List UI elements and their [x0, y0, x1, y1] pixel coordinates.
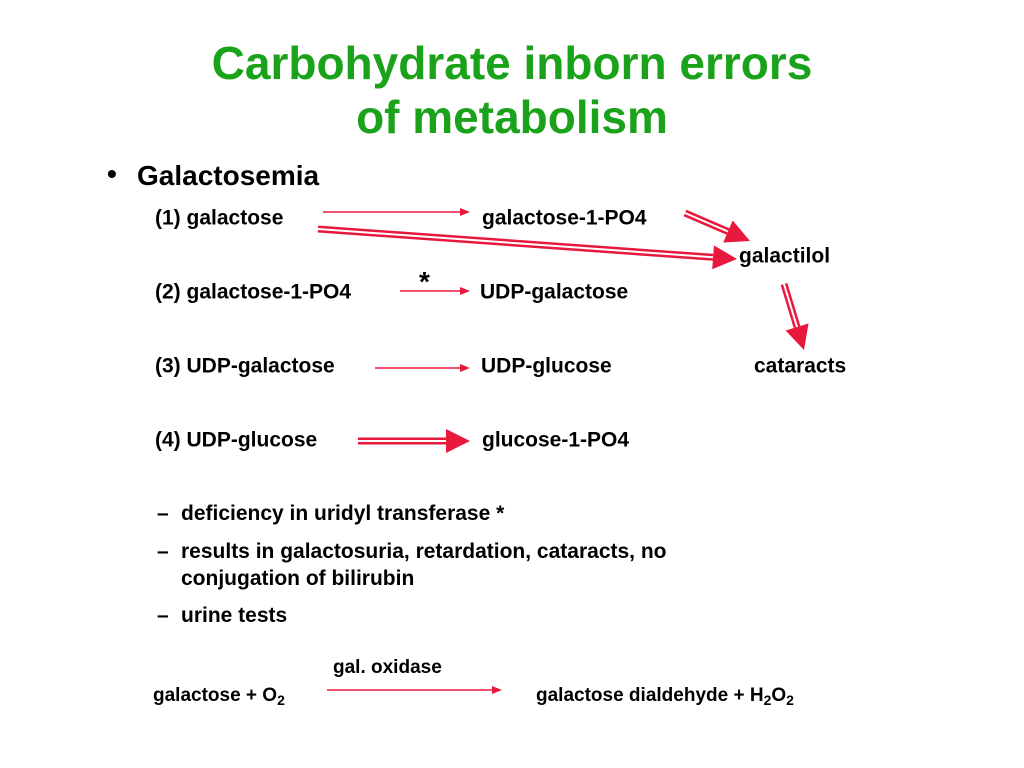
arrow-part	[783, 283, 798, 328]
eq-text: galactose dialdehyde + H	[536, 685, 764, 706]
eq-text: O	[771, 685, 787, 706]
title-line: of metabolism	[356, 91, 668, 143]
reaction-left: (1) galactose	[155, 206, 284, 230]
reaction-left: (4) UDP-glucose	[155, 428, 318, 452]
side-product: cataracts	[754, 354, 847, 378]
arrow-part	[460, 208, 470, 216]
dash: –	[157, 540, 169, 563]
enzyme: gal. oxidase	[333, 657, 442, 678]
arrow-part	[684, 212, 729, 233]
eq-text: galactose + O	[153, 685, 278, 706]
arrow-part	[446, 429, 470, 453]
arrow-part	[460, 364, 470, 372]
side-product: galactilol	[739, 244, 831, 268]
equation-right: galactose dialdehyde + H2O2	[536, 685, 794, 708]
arrow-part	[492, 686, 502, 694]
sub-bullet: deficiency in uridyl transferase *	[181, 502, 505, 525]
sub-bullet: urine tests	[181, 604, 288, 627]
eq-sub: 2	[786, 692, 794, 708]
arrow-part	[317, 228, 714, 259]
equation-left: galactose + O2	[153, 685, 285, 708]
arrow-part	[712, 245, 737, 270]
eq-sub: 2	[277, 692, 285, 708]
bullet-text: Galactosemia	[137, 160, 320, 191]
sub-bullet: results in galactosuria, retardation, ca…	[181, 540, 667, 590]
arrow-part	[460, 287, 470, 295]
reaction-right: UDP-glucose	[481, 354, 612, 378]
dash: –	[157, 604, 169, 627]
reaction-left: (2) galactose-1-PO4	[155, 280, 352, 304]
reaction-right: UDP-galactose	[480, 280, 629, 304]
reaction-right: galactose-1-PO4	[482, 206, 647, 230]
reaction-right: glucose-1-PO4	[482, 428, 630, 452]
reaction-mark: *	[419, 266, 430, 297]
bullet-marker: •	[107, 158, 117, 189]
dash: –	[157, 502, 169, 525]
reaction-left: (3) UDP-galactose	[155, 354, 335, 378]
eq-sub: 2	[763, 692, 772, 708]
arrow-part	[723, 220, 750, 243]
arrow-part	[785, 323, 809, 350]
title-line: Carbohydrate inborn errors	[211, 37, 813, 89]
